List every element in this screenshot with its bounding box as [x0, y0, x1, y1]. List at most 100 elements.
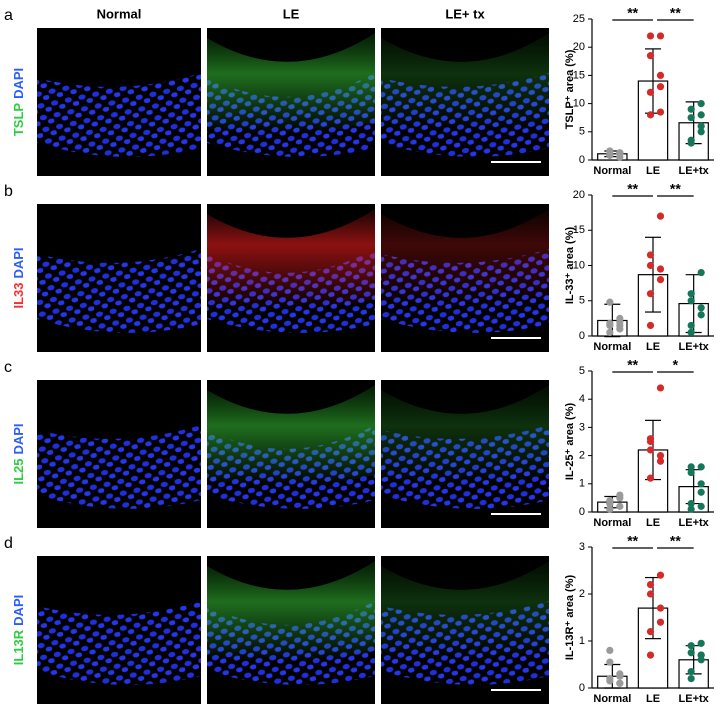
- panel-letter: a: [4, 7, 13, 24]
- data-point: [606, 675, 614, 683]
- data-point: [697, 639, 705, 647]
- data-point: [697, 463, 705, 471]
- data-point: [606, 319, 614, 327]
- y-tick-label: 10: [573, 259, 585, 271]
- data-point: [616, 502, 624, 510]
- data-point: [646, 261, 655, 270]
- data-point: [697, 651, 705, 659]
- panel-letter: d: [4, 535, 13, 552]
- data-point: [697, 268, 705, 277]
- data-point: [606, 328, 614, 337]
- data-point: [656, 457, 665, 465]
- data-point: [687, 297, 695, 305]
- data-point: [687, 505, 695, 513]
- data-point: [646, 581, 655, 589]
- nuclei-layer: [37, 249, 201, 333]
- y-tick-label: 0: [579, 506, 585, 518]
- data-point: [656, 384, 665, 392]
- x-tick-label: Normal: [593, 341, 631, 353]
- y-tick-label: 15: [573, 69, 585, 81]
- data-point: [616, 314, 624, 322]
- data-point: [646, 251, 655, 259]
- data-point: [697, 502, 705, 510]
- data-point: [697, 480, 705, 488]
- stain-counterstain: DAPI: [11, 595, 26, 626]
- stain-counterstain: DAPI: [11, 68, 26, 99]
- x-tick-label: Normal: [593, 693, 631, 705]
- y-tick-label: 1: [579, 478, 585, 490]
- data-point: [687, 675, 695, 683]
- data-point: [646, 651, 655, 659]
- marker-signal: [207, 209, 375, 311]
- x-tick-label: LE: [646, 693, 660, 705]
- y-tick-label: 0: [579, 154, 585, 166]
- data-point: [687, 321, 695, 330]
- data-point: [687, 649, 695, 657]
- marker-signal: [207, 385, 375, 487]
- y-tick-label: 2: [579, 588, 585, 600]
- y-tick-label: 3: [579, 541, 585, 553]
- data-point: [687, 105, 695, 113]
- data-point: [606, 646, 614, 655]
- data-point: [687, 642, 695, 650]
- stain-marker: IL33: [11, 283, 26, 309]
- y-tick-label: 3: [579, 421, 585, 433]
- column-header: LE: [283, 6, 300, 21]
- stain-label: TSLP DAPI: [11, 68, 26, 136]
- data-point: [616, 321, 624, 330]
- nuclei-layer: [37, 425, 201, 509]
- y-tick-label: 0: [579, 330, 585, 342]
- data-point: [687, 328, 695, 337]
- y-tick-label: 20: [573, 41, 585, 53]
- data-point: [646, 437, 655, 446]
- data-point: [697, 311, 705, 319]
- y-axis-label: IL-25⁺ area (%): [564, 403, 576, 481]
- data-point: [656, 212, 665, 220]
- x-tick-label: LE+tx: [679, 165, 710, 177]
- marker-signal: [207, 33, 375, 135]
- x-tick-label: Normal: [593, 517, 631, 529]
- stain-counterstain: DAPI: [11, 247, 26, 278]
- y-tick-label: 5: [579, 295, 585, 307]
- data-point: [646, 628, 655, 636]
- y-tick-label: 20: [573, 189, 585, 201]
- stain-label: IL13R DAPI: [11, 595, 26, 665]
- significance-label: **: [670, 5, 681, 21]
- panel-letter: b: [4, 183, 13, 200]
- significance-label: **: [627, 5, 638, 21]
- data-point: [646, 52, 655, 60]
- data-point: [646, 590, 655, 598]
- x-tick-label: LE+tx: [679, 341, 710, 353]
- stain-label: IL33 DAPI: [11, 247, 26, 308]
- stain-counterstain: DAPI: [11, 423, 26, 454]
- y-tick-label: 2: [579, 450, 585, 462]
- data-point: [646, 321, 655, 330]
- x-tick-label: LE: [646, 517, 660, 529]
- data-point: [646, 290, 655, 298]
- significance-label: **: [627, 533, 638, 549]
- marker-signal: [381, 385, 549, 487]
- data-point: [656, 604, 665, 612]
- data-point: [646, 446, 655, 454]
- x-tick-label: Normal: [593, 165, 631, 177]
- x-tick-label: LE+tx: [679, 517, 710, 529]
- data-point: [656, 83, 665, 91]
- y-tick-label: 0: [579, 682, 585, 694]
- y-axis-label: IL-33⁺ area (%): [564, 227, 576, 305]
- y-axis-label: IL-13R⁺ area (%): [564, 575, 576, 661]
- data-point: [656, 71, 665, 79]
- data-point: [687, 468, 695, 477]
- x-tick-label: LE: [646, 165, 660, 177]
- y-tick-label: 25: [573, 13, 585, 25]
- data-point: [616, 491, 624, 499]
- column-header: LE+ tx: [445, 6, 485, 21]
- panel-letter: c: [4, 359, 12, 376]
- x-tick-label: LE: [646, 341, 660, 353]
- y-tick-label: 5: [579, 126, 585, 138]
- y-tick-label: 1: [579, 635, 585, 647]
- data-point: [687, 499, 695, 508]
- data-point: [687, 667, 695, 676]
- data-point: [697, 122, 705, 130]
- significance-label: **: [670, 181, 681, 197]
